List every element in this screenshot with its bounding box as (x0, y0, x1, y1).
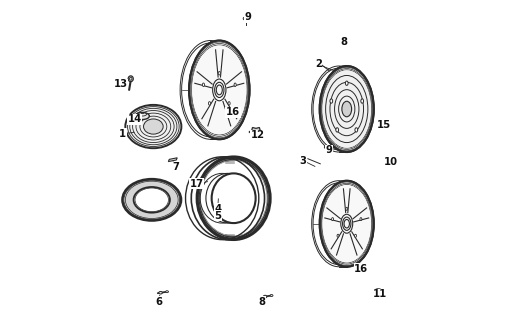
Ellipse shape (342, 101, 352, 117)
Ellipse shape (330, 99, 332, 103)
Ellipse shape (209, 102, 211, 105)
Text: 17: 17 (190, 179, 204, 189)
Ellipse shape (212, 173, 255, 223)
Ellipse shape (375, 289, 382, 292)
Ellipse shape (234, 83, 236, 86)
Polygon shape (168, 158, 177, 162)
Ellipse shape (123, 179, 181, 220)
Ellipse shape (218, 72, 220, 75)
Text: 3: 3 (299, 156, 306, 166)
Text: 9: 9 (325, 146, 332, 156)
Text: 10: 10 (383, 156, 397, 167)
Text: 12: 12 (251, 130, 264, 140)
Text: 11: 11 (373, 290, 387, 300)
Ellipse shape (202, 83, 204, 86)
Ellipse shape (346, 207, 348, 210)
Ellipse shape (355, 128, 358, 132)
Ellipse shape (337, 234, 339, 237)
Text: 5: 5 (214, 211, 221, 221)
Text: 14: 14 (128, 114, 142, 124)
Text: 16: 16 (226, 107, 240, 117)
Ellipse shape (361, 99, 364, 103)
Ellipse shape (332, 218, 333, 220)
Ellipse shape (345, 81, 348, 85)
Ellipse shape (228, 102, 230, 105)
Text: 13: 13 (114, 79, 127, 90)
Ellipse shape (243, 17, 249, 20)
Ellipse shape (384, 158, 392, 162)
Text: 7: 7 (173, 162, 179, 172)
Ellipse shape (135, 113, 149, 120)
Ellipse shape (355, 234, 356, 237)
Ellipse shape (342, 38, 347, 42)
Text: 15: 15 (377, 120, 391, 130)
Text: 9: 9 (245, 12, 251, 22)
Ellipse shape (263, 295, 267, 298)
Ellipse shape (189, 41, 250, 139)
Ellipse shape (233, 110, 239, 113)
Ellipse shape (360, 218, 362, 220)
Ellipse shape (134, 187, 170, 213)
Ellipse shape (341, 214, 353, 233)
Ellipse shape (324, 146, 329, 149)
Ellipse shape (125, 105, 182, 148)
Ellipse shape (128, 76, 133, 82)
Ellipse shape (192, 45, 246, 134)
Ellipse shape (322, 185, 371, 262)
Text: 2: 2 (315, 60, 322, 69)
Ellipse shape (166, 291, 168, 293)
Ellipse shape (320, 181, 374, 267)
Ellipse shape (320, 66, 374, 152)
Text: 6: 6 (155, 297, 162, 307)
Ellipse shape (358, 264, 364, 267)
Ellipse shape (336, 128, 339, 132)
Text: 4: 4 (214, 204, 221, 214)
Ellipse shape (212, 79, 226, 101)
Ellipse shape (143, 119, 163, 134)
Text: 8: 8 (259, 297, 266, 307)
Ellipse shape (159, 292, 162, 294)
Ellipse shape (270, 295, 273, 296)
Text: 1: 1 (119, 129, 126, 139)
Ellipse shape (380, 122, 386, 125)
Ellipse shape (322, 70, 371, 148)
Text: 16: 16 (354, 264, 368, 274)
Polygon shape (249, 127, 263, 136)
Text: 8: 8 (340, 37, 347, 47)
